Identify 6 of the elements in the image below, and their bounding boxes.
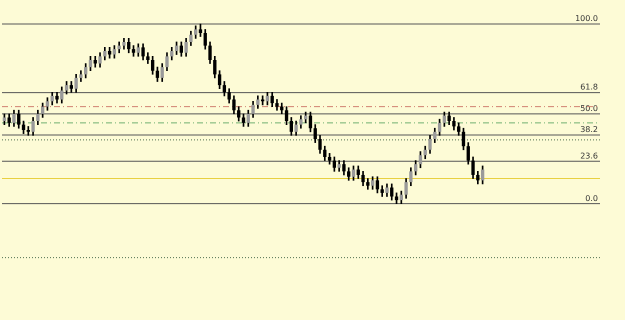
ref-line-label: 61.8	[580, 82, 598, 92]
ref-line-label: 50.0	[580, 104, 598, 113]
ref-line-label: 38.2	[580, 125, 598, 134]
ref-line-label: 23.6	[580, 151, 598, 160]
ref-line-label: 100.0	[575, 14, 598, 24]
ref-line-label: 0.0	[585, 194, 598, 203]
